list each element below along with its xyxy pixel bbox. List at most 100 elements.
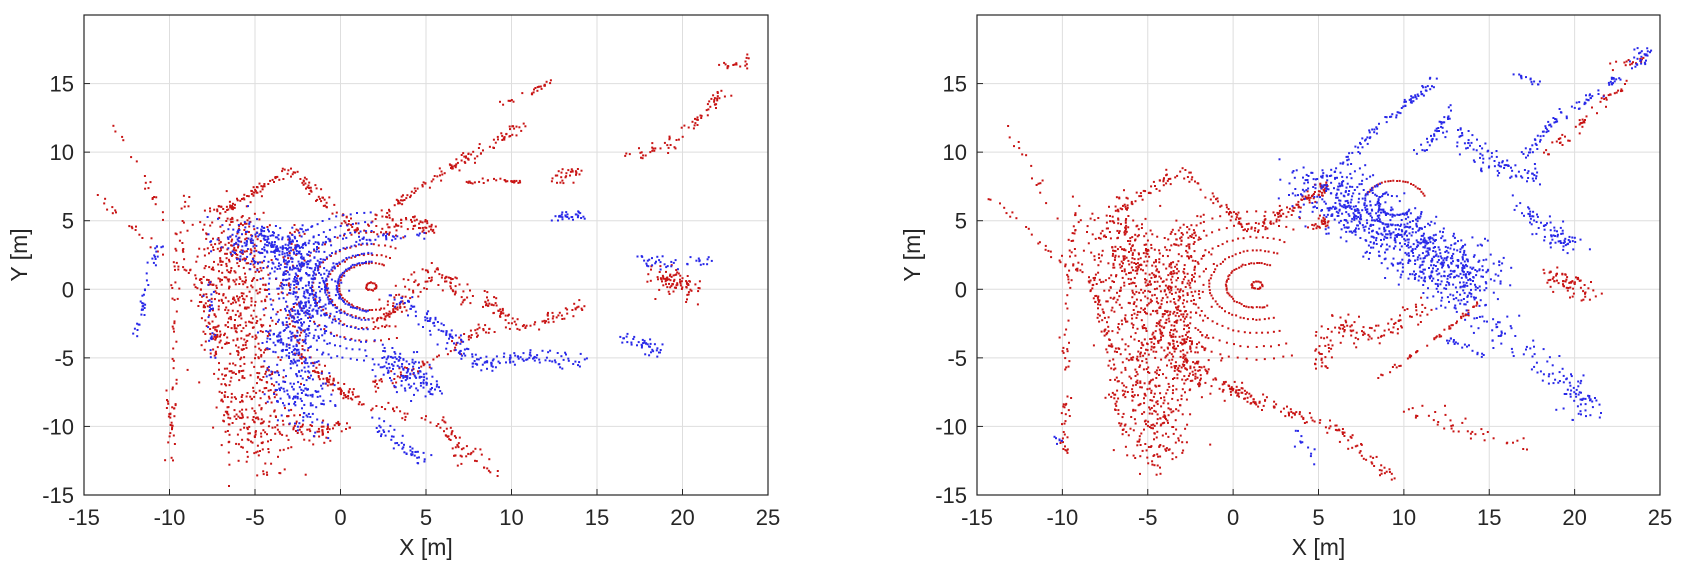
data-point xyxy=(1143,393,1146,396)
data-point xyxy=(350,217,352,220)
data-point xyxy=(310,287,313,289)
data-point xyxy=(551,360,554,363)
data-point xyxy=(1098,278,1101,281)
data-point xyxy=(474,362,477,365)
data-point xyxy=(298,305,301,308)
data-point xyxy=(153,254,156,257)
data-point xyxy=(295,253,298,256)
data-point xyxy=(167,402,170,405)
data-point xyxy=(1097,295,1100,298)
data-point xyxy=(1148,382,1151,385)
data-point xyxy=(240,445,243,448)
data-point xyxy=(328,217,331,220)
data-point xyxy=(659,261,662,264)
data-point xyxy=(222,302,225,304)
data-point xyxy=(339,293,342,296)
data-point xyxy=(212,426,215,429)
data-point xyxy=(228,384,231,387)
data-point xyxy=(300,276,303,279)
data-point xyxy=(257,331,259,334)
data-point xyxy=(456,444,459,447)
data-point xyxy=(314,305,317,308)
data-point xyxy=(412,289,415,292)
data-point xyxy=(435,385,438,388)
data-point xyxy=(303,176,306,179)
data-point xyxy=(171,287,174,289)
data-point xyxy=(259,240,262,243)
data-point xyxy=(428,186,431,189)
data-point xyxy=(374,325,377,328)
data-point xyxy=(457,442,460,445)
data-point xyxy=(1189,171,1192,174)
data-point xyxy=(1174,441,1177,444)
data-point xyxy=(434,270,437,273)
data-point xyxy=(300,382,302,385)
data-point xyxy=(572,363,575,365)
data-point xyxy=(345,428,347,430)
data-point xyxy=(1150,185,1153,188)
data-point xyxy=(1097,271,1100,274)
data-point xyxy=(233,396,236,399)
data-point xyxy=(316,430,319,433)
data-point xyxy=(251,242,254,245)
data-point xyxy=(246,455,249,458)
data-point xyxy=(218,368,220,371)
data-point xyxy=(424,182,427,185)
data-point xyxy=(128,225,131,228)
data-point xyxy=(486,296,488,299)
data-point xyxy=(470,451,473,454)
data-point xyxy=(190,299,193,302)
data-point xyxy=(686,298,688,301)
data-point xyxy=(1098,320,1101,323)
data-point xyxy=(294,401,297,403)
data-point xyxy=(268,374,271,377)
data-point xyxy=(210,335,213,338)
data-point xyxy=(303,349,306,352)
data-point xyxy=(503,138,506,141)
data-point xyxy=(275,322,277,325)
data-point xyxy=(512,100,515,103)
data-point xyxy=(401,363,404,365)
data-point xyxy=(383,356,386,359)
data-point xyxy=(1261,225,1264,227)
data-point xyxy=(318,324,321,327)
data-point xyxy=(1140,264,1143,267)
data-point xyxy=(1135,191,1138,194)
data-point xyxy=(1118,422,1121,425)
data-point xyxy=(1126,320,1129,323)
data-point xyxy=(268,293,271,295)
data-point xyxy=(448,337,450,340)
data-point xyxy=(229,271,232,274)
data-point xyxy=(486,367,488,370)
data-point xyxy=(677,272,680,275)
data-point xyxy=(405,360,408,363)
data-point xyxy=(303,438,306,441)
data-point xyxy=(231,309,234,312)
data-point xyxy=(410,218,412,221)
data-point xyxy=(246,248,249,250)
data-point xyxy=(303,321,305,324)
data-point xyxy=(136,335,139,338)
data-point xyxy=(541,349,544,352)
data-point xyxy=(1147,290,1150,293)
data-point xyxy=(1128,302,1131,305)
data-point xyxy=(1153,438,1155,441)
data-point xyxy=(565,211,568,214)
data-point xyxy=(172,434,175,437)
data-point xyxy=(1151,378,1154,381)
data-point xyxy=(288,292,291,295)
data-point xyxy=(1245,223,1248,226)
data-point xyxy=(399,376,402,379)
data-point xyxy=(336,291,339,293)
data-point xyxy=(337,422,340,425)
data-point xyxy=(301,345,304,347)
data-point xyxy=(338,290,341,293)
data-point xyxy=(1030,164,1033,167)
data-point xyxy=(648,345,650,348)
data-point xyxy=(292,382,295,385)
data-point xyxy=(424,316,427,319)
data-point xyxy=(745,56,748,59)
data-point xyxy=(636,255,639,258)
data-point xyxy=(1068,360,1071,363)
data-point xyxy=(281,248,284,251)
